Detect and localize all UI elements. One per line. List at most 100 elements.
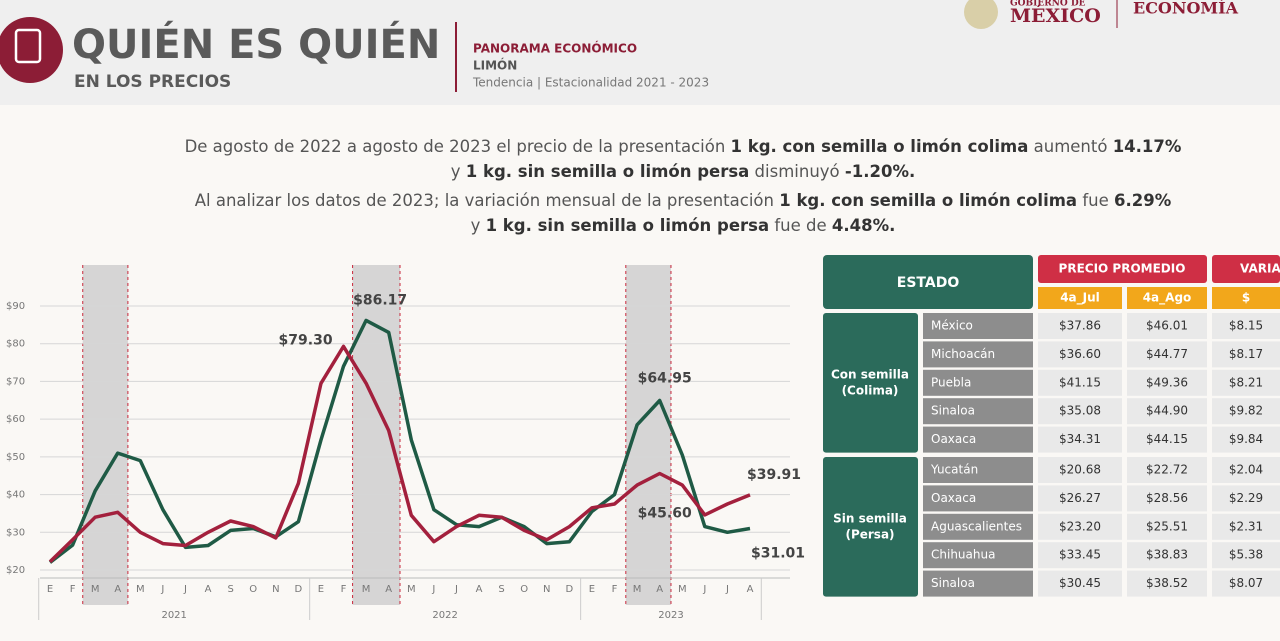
value-text: $8.07 (1229, 576, 1263, 590)
value-cell (1038, 426, 1122, 453)
state-name: Yucatán (930, 463, 978, 477)
value-cell (1038, 313, 1122, 339)
intro-segment: -1.20%. (845, 162, 915, 181)
value-cell (1212, 570, 1280, 597)
state-cell (923, 513, 1033, 540)
x-tick-label: M (407, 584, 416, 595)
x-tick-label: D (295, 584, 303, 595)
value-cell (1038, 398, 1122, 425)
value-cell (1212, 542, 1280, 569)
x-tick-label: M (678, 584, 687, 595)
section: PANORAMA ECONÓMICO (473, 41, 637, 56)
value-text: $8.15 (1229, 319, 1263, 333)
value-text: $38.83 (1146, 548, 1188, 562)
value-text: $20.68 (1059, 463, 1101, 477)
x-tick-label: N (272, 584, 279, 595)
value-cell (1127, 457, 1207, 483)
state-cell (923, 426, 1033, 453)
logo-icon (0, 17, 63, 83)
intro-segment: y (471, 216, 486, 235)
y-tick-label: $20 (6, 565, 25, 576)
value-cell (1212, 398, 1280, 425)
intro-segment: 4.48%. (832, 216, 896, 235)
x-tick-label: J (725, 584, 729, 595)
intro-segment: 6.29% (1114, 191, 1172, 210)
group-label: (Persa) (845, 527, 894, 541)
state-name: Aguascalientes (931, 519, 1022, 533)
x-tick-label: F (70, 584, 76, 595)
variacion-header-text: VARIA (1240, 262, 1280, 276)
value-text: $44.15 (1146, 432, 1188, 446)
precio-header-text: PRECIO PROMEDIO (1059, 262, 1186, 276)
gobierno-main: MÉXICO (1010, 4, 1101, 27)
gobierno-top: GOBIERNO DE (1010, 0, 1086, 9)
sub-header (1127, 287, 1207, 309)
intro-segment: disminuyó (749, 162, 845, 181)
state-name: Puebla (931, 375, 971, 389)
state-cell (923, 485, 1033, 512)
value-text: $46.01 (1146, 319, 1188, 333)
intro-segment: De agosto de 2022 a agosto de 2023 el pr… (185, 137, 731, 156)
x-tick-label: D (566, 584, 574, 595)
x-tick-label: M (136, 584, 145, 595)
x-tick-label: J (702, 584, 706, 595)
state-name: Sinaloa (931, 404, 975, 418)
sub-header-text: 4a_Jul (1060, 291, 1100, 306)
x-tick-label: E (47, 584, 53, 595)
group-cell (823, 457, 918, 597)
x-tick-label: E (589, 584, 595, 595)
state-name: México (931, 319, 973, 333)
data-label: $31.01 (751, 545, 805, 561)
value-cell (1212, 341, 1280, 368)
title: QUIÉN ES QUIÉN (72, 20, 440, 68)
value-cell (1127, 542, 1207, 569)
value-text: $30.45 (1059, 576, 1101, 590)
intro-line: Al analizar los datos de 2023; la variac… (195, 191, 1172, 210)
x-tick-label: J (454, 584, 458, 595)
group-label: (Colima) (842, 383, 899, 397)
value-cell (1127, 341, 1207, 368)
year-label: 2023 (658, 610, 683, 621)
value-text: $35.08 (1059, 404, 1101, 418)
value-cell (1038, 369, 1122, 396)
sub-header (1212, 287, 1280, 309)
x-tick-label: A (114, 584, 121, 595)
x-tick-label: N (543, 584, 550, 595)
x-tick-label: F (612, 584, 618, 595)
value-text: $38.52 (1146, 576, 1188, 590)
intro-line: De agosto de 2022 a agosto de 2023 el pr… (185, 137, 1182, 156)
y-tick-label: $70 (6, 376, 25, 387)
state-cell (923, 341, 1033, 368)
value-cell (1127, 570, 1207, 597)
value-text: $2.29 (1229, 491, 1263, 505)
series-line (48, 318, 751, 564)
x-tick-label: M (633, 584, 642, 595)
x-tick-label: J (183, 584, 187, 595)
value-text: $37.86 (1059, 319, 1101, 333)
estado-header (823, 255, 1033, 309)
state-cell (923, 398, 1033, 425)
value-cell (1038, 457, 1122, 483)
state-name: Oaxaca (931, 432, 976, 446)
intro-line: y 1 kg. sin semilla o limón persa fue de… (471, 216, 896, 235)
economia: ECONOMÍA (1133, 0, 1239, 18)
data-label: $79.30 (279, 332, 333, 348)
value-text: $49.36 (1146, 375, 1188, 389)
y-tick-label: $40 (6, 490, 25, 501)
season-band (352, 265, 400, 605)
x-tick-label: A (656, 584, 663, 595)
sub-header-text: 4a_Ago (1143, 291, 1192, 306)
clipboard-icon (14, 28, 42, 64)
sub-header-text: $ (1242, 291, 1250, 305)
value-cell (1038, 485, 1122, 512)
intro-segment: 1 kg. sin semilla o limón persa (486, 216, 770, 235)
state-name: Michoacán (931, 347, 995, 361)
period: Tendencia | Estacionalidad 2021 - 2023 (472, 76, 709, 90)
group-cell (823, 313, 918, 453)
x-tick-label: A (476, 584, 483, 595)
year-label: 2022 (432, 610, 457, 621)
value-text: $5.38 (1229, 548, 1263, 562)
value-cell (1127, 398, 1207, 425)
group-label: Sin semilla (833, 511, 907, 525)
intro-segment: 1 kg. sin semilla o limón persa (466, 162, 750, 181)
